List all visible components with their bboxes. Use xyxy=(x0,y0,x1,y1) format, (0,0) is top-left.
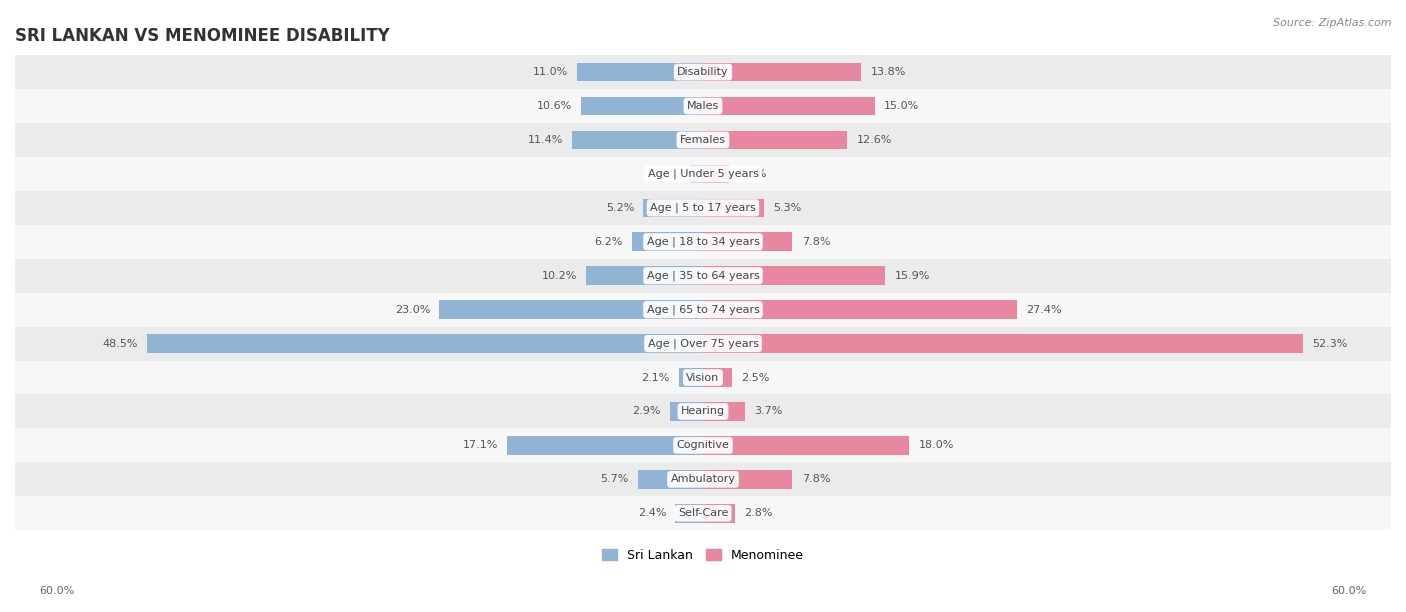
Text: 18.0%: 18.0% xyxy=(918,441,953,450)
Text: Age | 5 to 17 years: Age | 5 to 17 years xyxy=(650,203,756,213)
Text: 10.2%: 10.2% xyxy=(541,271,576,281)
Bar xyxy=(703,233,793,251)
Bar xyxy=(15,123,1391,157)
Text: 2.3%: 2.3% xyxy=(738,169,766,179)
Text: 7.8%: 7.8% xyxy=(801,474,830,484)
Bar xyxy=(15,293,1391,327)
Text: 5.2%: 5.2% xyxy=(606,203,634,213)
Text: Ambulatory: Ambulatory xyxy=(671,474,735,484)
Bar xyxy=(631,233,703,251)
Text: 1.1%: 1.1% xyxy=(652,169,682,179)
Bar xyxy=(675,504,703,523)
Text: Vision: Vision xyxy=(686,373,720,382)
Bar xyxy=(15,462,1391,496)
Text: Age | 35 to 64 years: Age | 35 to 64 years xyxy=(647,271,759,281)
Text: Age | 65 to 74 years: Age | 65 to 74 years xyxy=(647,304,759,315)
Bar xyxy=(703,368,731,387)
Text: Females: Females xyxy=(681,135,725,145)
Bar xyxy=(15,360,1391,395)
Text: 15.0%: 15.0% xyxy=(884,101,920,111)
Text: 12.6%: 12.6% xyxy=(856,135,891,145)
Text: Source: ZipAtlas.com: Source: ZipAtlas.com xyxy=(1274,18,1392,28)
Bar xyxy=(703,504,735,523)
Bar xyxy=(703,334,1303,353)
Bar xyxy=(15,327,1391,360)
Bar xyxy=(638,470,703,488)
Bar xyxy=(586,266,703,285)
Text: 52.3%: 52.3% xyxy=(1312,338,1347,349)
Bar xyxy=(15,395,1391,428)
Text: SRI LANKAN VS MENOMINEE DISABILITY: SRI LANKAN VS MENOMINEE DISABILITY xyxy=(15,28,389,45)
Text: Cognitive: Cognitive xyxy=(676,441,730,450)
Bar xyxy=(703,470,793,488)
Bar xyxy=(703,436,910,455)
Bar xyxy=(15,225,1391,259)
Bar xyxy=(582,97,703,116)
Bar xyxy=(644,198,703,217)
Text: 6.2%: 6.2% xyxy=(595,237,623,247)
Bar xyxy=(703,198,763,217)
Bar xyxy=(15,259,1391,293)
Text: 2.4%: 2.4% xyxy=(638,509,666,518)
Text: 7.8%: 7.8% xyxy=(801,237,830,247)
Bar xyxy=(703,402,745,421)
Bar xyxy=(679,368,703,387)
Bar xyxy=(703,97,875,116)
Text: 2.8%: 2.8% xyxy=(744,509,773,518)
Text: Hearing: Hearing xyxy=(681,406,725,416)
Bar xyxy=(690,165,703,183)
Text: 5.3%: 5.3% xyxy=(773,203,801,213)
Text: 48.5%: 48.5% xyxy=(103,338,138,349)
Text: 2.9%: 2.9% xyxy=(633,406,661,416)
Text: Disability: Disability xyxy=(678,67,728,77)
Text: 23.0%: 23.0% xyxy=(395,305,430,315)
Text: 60.0%: 60.0% xyxy=(39,586,75,595)
Legend: Sri Lankan, Menominee: Sri Lankan, Menominee xyxy=(598,543,808,567)
Bar xyxy=(15,496,1391,530)
Bar xyxy=(15,428,1391,462)
Text: 2.5%: 2.5% xyxy=(741,373,769,382)
Text: 60.0%: 60.0% xyxy=(1331,586,1367,595)
Text: Age | Over 75 years: Age | Over 75 years xyxy=(648,338,758,349)
Text: Males: Males xyxy=(688,101,718,111)
Text: 3.7%: 3.7% xyxy=(755,406,783,416)
Text: Age | 18 to 34 years: Age | 18 to 34 years xyxy=(647,236,759,247)
Text: 27.4%: 27.4% xyxy=(1026,305,1062,315)
Text: 15.9%: 15.9% xyxy=(894,271,929,281)
Bar xyxy=(703,63,862,81)
Text: 11.0%: 11.0% xyxy=(533,67,568,77)
Bar xyxy=(146,334,703,353)
Text: 13.8%: 13.8% xyxy=(870,67,905,77)
Text: Age | Under 5 years: Age | Under 5 years xyxy=(648,169,758,179)
Bar xyxy=(15,191,1391,225)
Bar xyxy=(508,436,703,455)
Text: 5.7%: 5.7% xyxy=(600,474,628,484)
Text: 11.4%: 11.4% xyxy=(527,135,564,145)
Bar xyxy=(703,300,1017,319)
Text: Self-Care: Self-Care xyxy=(678,509,728,518)
Bar xyxy=(439,300,703,319)
Text: 2.1%: 2.1% xyxy=(641,373,669,382)
Bar xyxy=(669,402,703,421)
Text: 17.1%: 17.1% xyxy=(463,441,498,450)
Bar xyxy=(15,89,1391,123)
Bar xyxy=(703,130,848,149)
Bar xyxy=(703,266,886,285)
Bar xyxy=(572,130,703,149)
Bar xyxy=(703,165,730,183)
Text: 10.6%: 10.6% xyxy=(537,101,572,111)
Bar xyxy=(15,55,1391,89)
Bar xyxy=(576,63,703,81)
Bar xyxy=(15,157,1391,191)
